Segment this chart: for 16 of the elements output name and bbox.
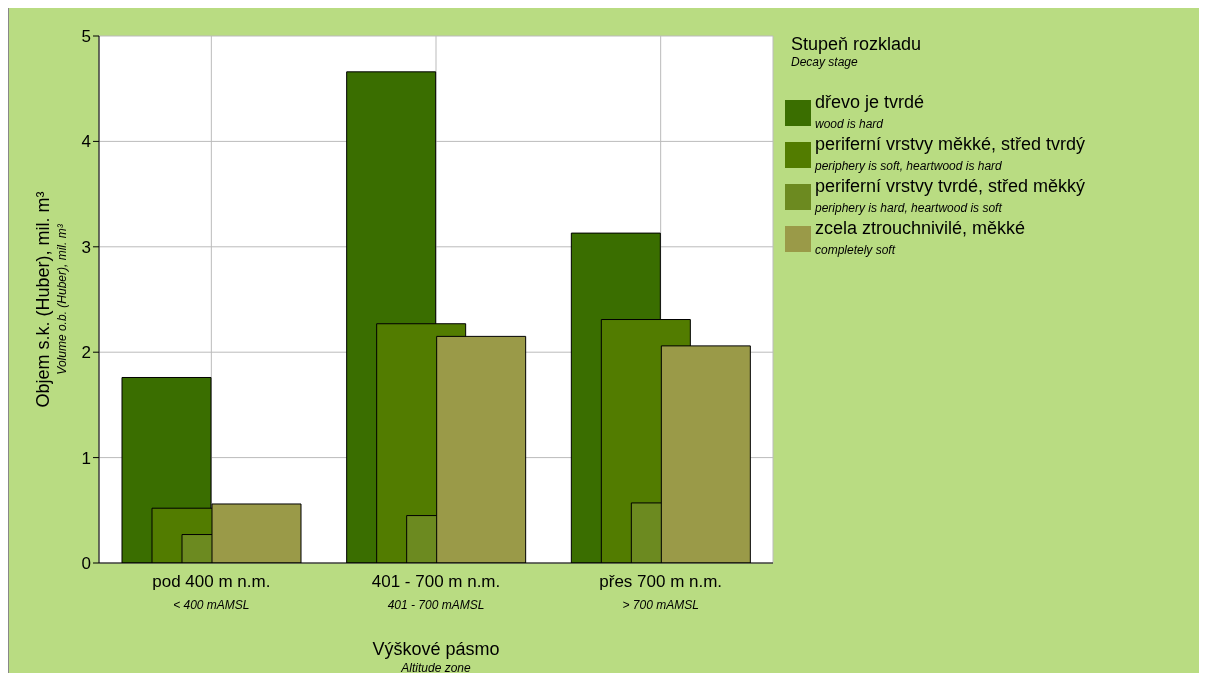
y-tick-label: 1	[81, 448, 91, 468]
legend-label: dřevo je tvrdé wood is hard	[815, 92, 925, 133]
x-tick-label: 401 - 700 m n.m. 401 - 700 mAMSL	[371, 572, 501, 612]
x-tick-label: přes 700 m n.m. > 700 mAMSL	[599, 572, 723, 612]
legend-label: periferní vrstvy tvrdé, střed měkký periphery is hard, heartwood is soft	[815, 176, 1086, 217]
y-tick-label: 4	[81, 132, 91, 152]
y-axis-title: Objem s.k. (Huber), mil. m³ Volume o.b. (Huber), mil. m³	[33, 191, 69, 408]
y-tick-label: 0	[81, 554, 91, 574]
y-tick-label: 2	[81, 343, 91, 363]
legend-label: zcela ztrouchnivilé, měkké completely soft	[815, 218, 1026, 259]
legend-label: periferní vrstvy měkké, střed tvrdý periphery is soft, heartwood is hard	[815, 134, 1086, 175]
x-axis-title: Výškové pásmo Altitude zone	[372, 639, 500, 675]
legend-title: Stupeň rozkladu Decay stage	[791, 34, 922, 69]
y-tick-label: 3	[81, 237, 91, 257]
y-tick-label: 5	[81, 27, 91, 47]
x-tick-label: pod 400 m n.m. < 400 mAMSL	[152, 572, 271, 612]
